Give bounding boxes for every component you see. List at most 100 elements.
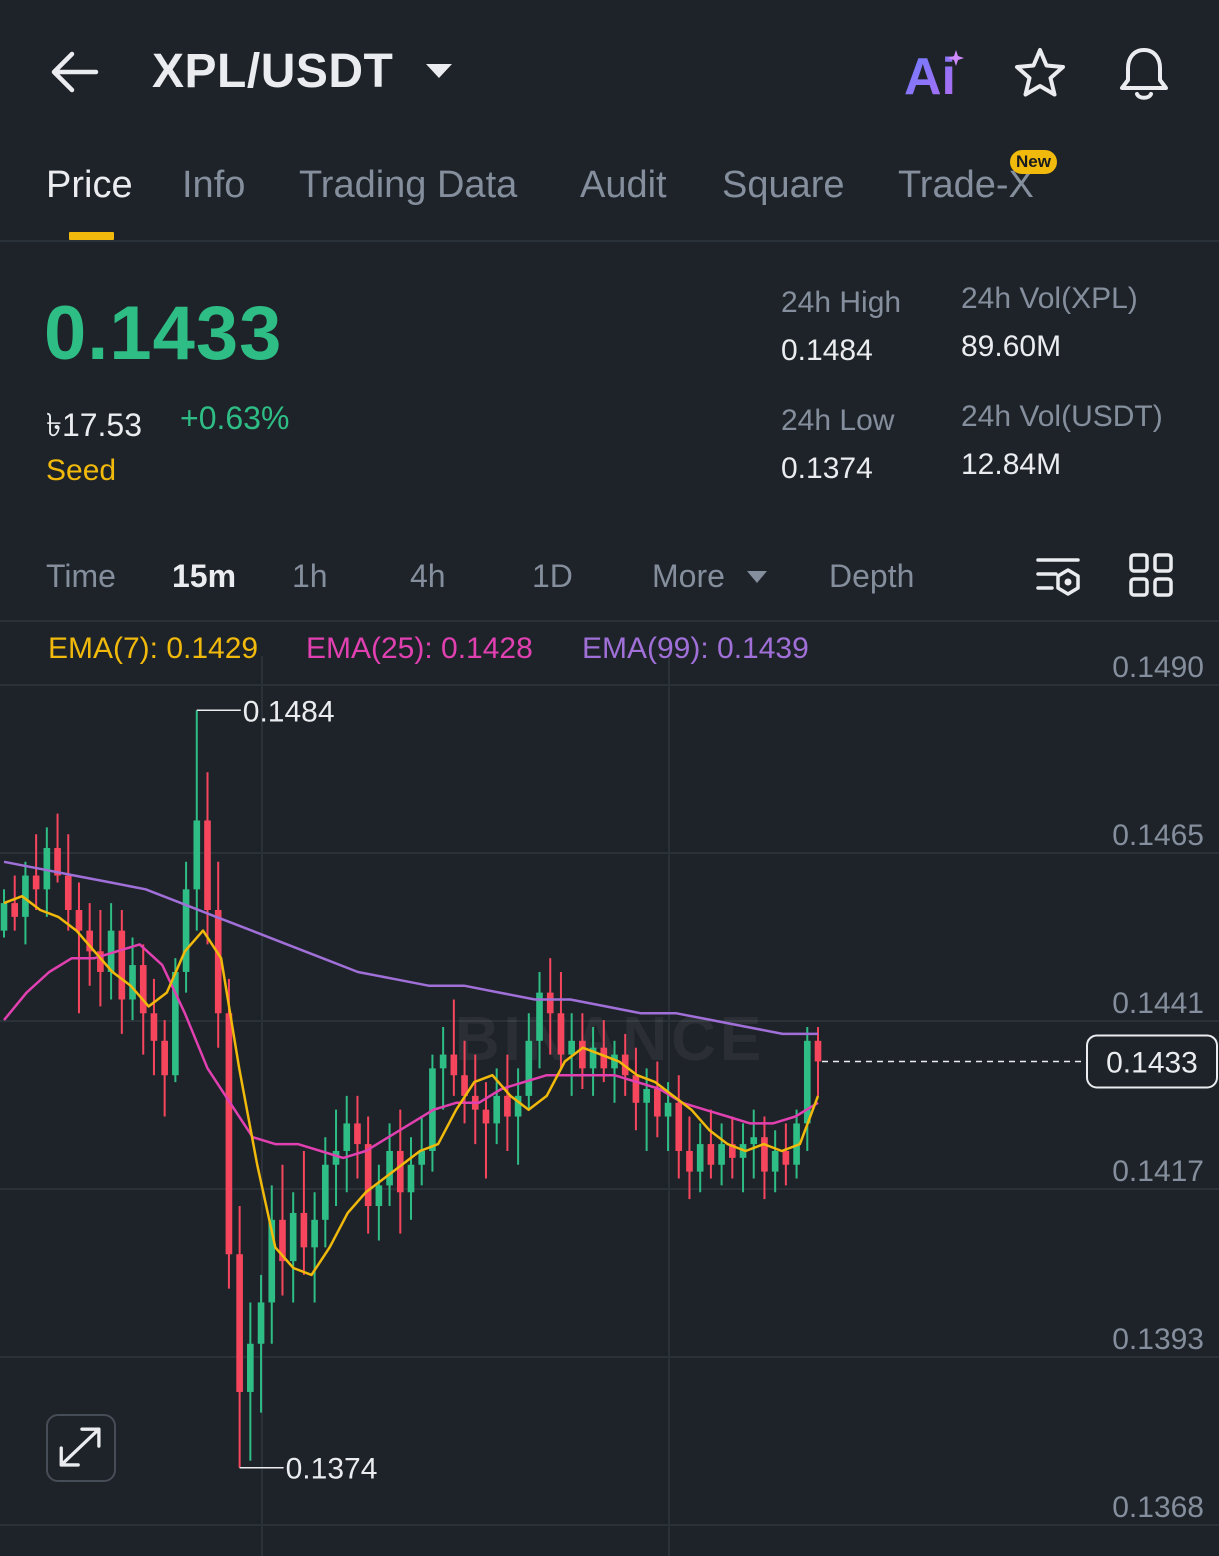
- candle-body: [64, 875, 72, 910]
- more-caret-icon[interactable]: [746, 570, 768, 584]
- stat-24h-vol-quote-label: 24h Vol(USDT): [961, 400, 1163, 433]
- candle-body: [386, 1150, 393, 1186]
- candle-body: [182, 889, 190, 972]
- candle-body: [589, 1047, 597, 1069]
- candle-body: [707, 1144, 715, 1165]
- candle-body: [675, 1102, 683, 1151]
- candle-body: [771, 1150, 779, 1172]
- candle-body: [86, 930, 94, 952]
- new-badge: New: [1010, 150, 1057, 174]
- tab-info[interactable]: Info: [182, 164, 246, 206]
- candle-body: [375, 1185, 383, 1207]
- candle-body: [396, 1150, 404, 1193]
- candle-body: [321, 1164, 329, 1220]
- candle-body: [193, 820, 201, 890]
- candle-body: [761, 1137, 768, 1172]
- ema25-legend: EMA(25): 0.1428: [306, 632, 533, 665]
- candle-body: [257, 1302, 265, 1344]
- interval-1d[interactable]: 1D: [532, 558, 573, 594]
- ema7-legend: EMA(7): 0.1429: [48, 632, 259, 665]
- interval-15m[interactable]: 15m: [172, 558, 237, 594]
- candle-body: [728, 1144, 736, 1158]
- grid-layout-icon[interactable]: [1128, 552, 1174, 598]
- candle-body: [611, 1054, 618, 1069]
- candle-body: [568, 1040, 575, 1055]
- ai-icon-label: Ai: [904, 48, 956, 98]
- tab-trade-x[interactable]: Trade-X: [898, 164, 1034, 206]
- candle-body: [129, 965, 136, 1000]
- candle-body: [546, 992, 554, 1014]
- candle-body: [75, 909, 83, 931]
- seed-tag[interactable]: Seed: [46, 454, 117, 487]
- ai-assistant-icon[interactable]: Ai: [904, 48, 966, 98]
- y-tick-label: 0.1441: [1112, 987, 1204, 1020]
- candle-body: [225, 1013, 233, 1255]
- interval-time[interactable]: Time: [46, 558, 116, 594]
- stat-24h-vol-base-value: 89.60M: [961, 330, 1062, 363]
- stat-24h-vol-base-label: 24h Vol(XPL): [961, 282, 1138, 315]
- caret-down-icon[interactable]: [424, 62, 454, 80]
- y-tick-label: 0.1490: [1112, 651, 1204, 684]
- expand-icon: [59, 1427, 101, 1467]
- candle-body: [279, 1219, 286, 1262]
- ema99-legend: EMA(99): 0.1439: [582, 632, 809, 665]
- interval-4h[interactable]: 4h: [410, 558, 446, 594]
- candle-body: [654, 1089, 661, 1117]
- indicator-settings-icon[interactable]: [1034, 554, 1082, 598]
- candle-body: [364, 1144, 372, 1207]
- candle-body: [407, 1164, 415, 1193]
- candle-body: [247, 1343, 254, 1392]
- candle-body: [600, 1047, 608, 1069]
- favorite-star-icon[interactable]: [1012, 46, 1068, 100]
- candle-body: [54, 848, 61, 876]
- candle-body: [161, 1040, 168, 1076]
- top-tabs: Price Info Trading Data Audit Square Tra…: [0, 150, 1219, 242]
- stat-24h-low-value: 0.1374: [781, 452, 873, 485]
- candlestick-chart[interactable]: 0.1490 0.1465 0.1441 0.1417 0.1393 0.1368 BINA…: [0, 620, 1219, 1556]
- candle-body: [343, 1123, 351, 1151]
- price-change-percent: +0.63%: [180, 400, 290, 436]
- pair-title[interactable]: XPL/USDT: [152, 45, 394, 98]
- high-marker-label: 0.1484: [243, 695, 335, 728]
- y-tick-label: 0.1465: [1112, 819, 1204, 852]
- candle-body: [418, 1150, 426, 1165]
- candle-body: [43, 848, 51, 890]
- watermark: BINANCE: [455, 1005, 765, 1074]
- interval-depth[interactable]: Depth: [829, 558, 915, 594]
- tab-audit[interactable]: Audit: [580, 164, 667, 206]
- candle-body: [686, 1150, 693, 1172]
- candle-body: [525, 1040, 533, 1096]
- chart-divider: [0, 620, 1219, 622]
- candle-body: [643, 1089, 650, 1103]
- candle-body: [139, 965, 147, 1014]
- tab-price[interactable]: Price: [46, 164, 133, 206]
- interval-1h[interactable]: 1h: [292, 558, 328, 594]
- candle-body: [632, 1075, 640, 1103]
- last-price-box: [1086, 1034, 1218, 1089]
- low-marker-label: 0.1374: [286, 1453, 378, 1486]
- candle-body: [493, 1095, 501, 1124]
- back-arrow-icon[interactable]: [48, 48, 100, 96]
- y-tick-label: 0.1393: [1112, 1323, 1204, 1356]
- candle-body: [214, 909, 222, 1014]
- candle-body: [450, 1054, 458, 1076]
- candle-body: [514, 1095, 522, 1117]
- candle-body: [22, 875, 29, 917]
- interval-more[interactable]: More: [652, 558, 725, 594]
- candle-body: [0, 903, 8, 931]
- candle-body: [803, 1040, 811, 1124]
- tab-square[interactable]: Square: [722, 164, 845, 206]
- candle-body: [461, 1075, 468, 1096]
- y-tick-label: 0.1417: [1112, 1155, 1204, 1188]
- candle-body: [311, 1219, 318, 1248]
- tab-trading-data[interactable]: Trading Data: [299, 164, 518, 206]
- candle-body: [718, 1144, 725, 1165]
- candle-body: [439, 1054, 447, 1069]
- local-currency-price: ৳17.53: [46, 407, 143, 443]
- candle-body: [11, 903, 19, 917]
- candle-body: [268, 1219, 276, 1303]
- candle-body: [172, 971, 179, 1076]
- fullscreen-button[interactable]: [46, 1414, 116, 1482]
- last-price: 0.1433: [44, 291, 283, 376]
- bell-icon[interactable]: [1116, 44, 1172, 102]
